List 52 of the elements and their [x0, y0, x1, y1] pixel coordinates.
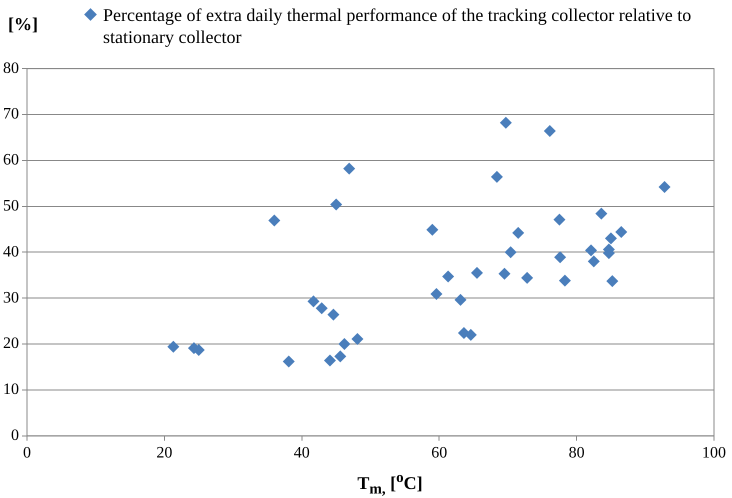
x-tick-label: 60 — [431, 444, 448, 462]
point — [330, 198, 342, 210]
point — [327, 308, 340, 321]
point — [512, 226, 524, 239]
point — [268, 214, 280, 227]
x-tick-label: 100 — [702, 444, 726, 462]
point — [430, 288, 442, 300]
x-tick-label: 40 — [294, 444, 310, 462]
y-axis-title: [%] — [8, 14, 38, 35]
y-tick-label: 0 — [11, 427, 19, 444]
point — [426, 224, 438, 236]
point — [558, 274, 571, 287]
x-tick-label: 80 — [568, 444, 585, 462]
point — [554, 251, 566, 264]
point — [606, 275, 618, 288]
point — [307, 295, 320, 308]
y-tick-label: 10 — [3, 381, 19, 398]
point — [351, 332, 364, 345]
point — [343, 162, 356, 175]
point — [658, 181, 671, 194]
point — [521, 272, 534, 284]
point — [334, 350, 346, 362]
legend-label: Percentage of extra daily thermal performance of the tracking collector relative to stationary collector — [103, 4, 692, 48]
point — [615, 226, 628, 238]
point — [454, 294, 466, 306]
point — [588, 255, 600, 268]
point — [470, 266, 483, 279]
point — [500, 116, 512, 129]
point — [338, 338, 350, 350]
point — [585, 244, 598, 256]
point — [595, 208, 608, 220]
y-tick-label: 50 — [3, 198, 19, 215]
point — [544, 125, 556, 138]
y-tick-label: 80 — [3, 60, 19, 77]
y-tick-label: 30 — [3, 289, 19, 306]
point — [167, 340, 180, 353]
x-axis-title: T$_{m,}$ [$^{o}$C] — [356, 470, 424, 498]
x-tick-label: 20 — [156, 444, 172, 462]
point — [604, 232, 617, 244]
y-tick-label: 20 — [3, 335, 19, 352]
point — [442, 270, 454, 283]
point — [282, 355, 295, 368]
point — [498, 268, 510, 280]
point — [316, 302, 328, 314]
x-tick-label: 0 — [23, 444, 31, 462]
point — [490, 170, 503, 183]
point — [553, 214, 566, 226]
y-tick-label: 40 — [3, 243, 19, 260]
y-tick-label: 70 — [3, 106, 19, 123]
y-tick-label: 60 — [3, 152, 19, 169]
point — [504, 246, 517, 258]
point — [324, 354, 336, 367]
